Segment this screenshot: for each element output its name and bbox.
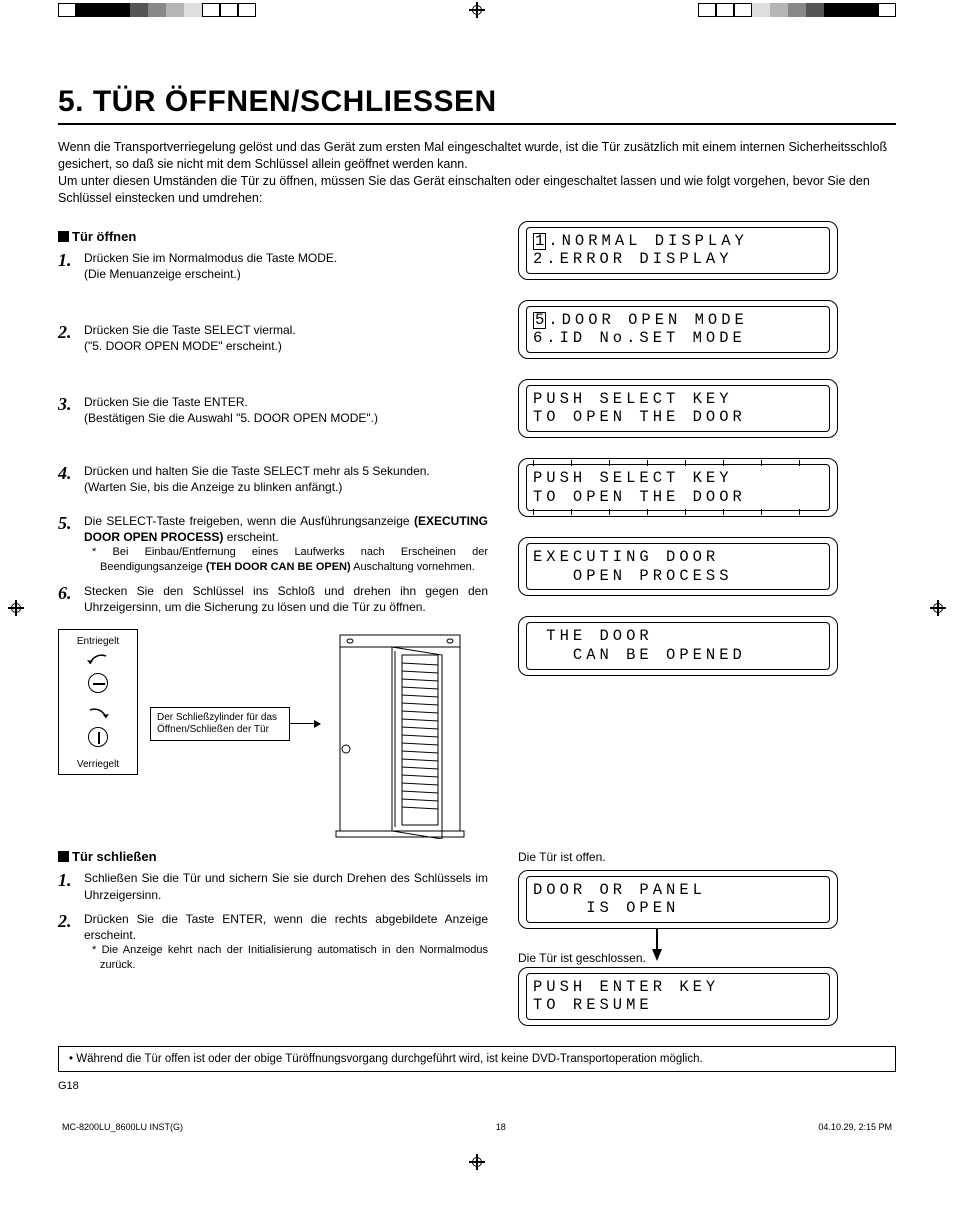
print-footer: MC-8200LU_8600LU INST(G) 18 04.10.29, 2:… (58, 1122, 896, 1132)
crop-marks-bottom (0, 1152, 954, 1172)
lcd-panel-2: 5.DOOR OPEN MODE 6.ID No.SET MODE (518, 300, 838, 359)
label-unlocked: Entriegelt (77, 636, 119, 647)
step-note-bold: (TEH DOOR CAN BE OPEN) (206, 561, 351, 573)
subheading-close-label: Tür schließen (72, 849, 157, 864)
cabinet-illustration (332, 629, 482, 839)
footer-left: MC-8200LU_8600LU INST(G) (62, 1122, 183, 1132)
warning-text: Während die Tür offen ist oder der obige… (76, 1053, 702, 1065)
lcd-line: 6.ID No.SET MODE (533, 329, 746, 347)
cylinder-note: Der Schließzylinder für das Öffnen/Schli… (150, 707, 290, 741)
step-number: 3 (58, 394, 84, 426)
step-text: Die SELECT-Taste freigeben, wenn die Aus… (84, 514, 414, 528)
arrow-down-icon (652, 933, 662, 965)
footer-right: 04.10.29, 2:15 PM (818, 1122, 892, 1132)
step-number: 1 (58, 250, 84, 282)
subheading-close: Tür schließen (58, 849, 488, 864)
step-number: 2 (58, 911, 84, 973)
lcd-line: TO RESUME (533, 996, 653, 1014)
subheading-open-label: Tür öffnen (72, 229, 136, 244)
open-step-4: 4 Drücken und halten Sie die Taste SELEC… (58, 463, 488, 495)
open-step-5: 5 Die SELECT-Taste freigeben, wenn die A… (58, 513, 488, 575)
page-title: 5. TÜR ÖFFNEN/SCHLIESSEN (58, 85, 896, 125)
close-step-2: 2 Drücken Sie die Taste ENTER, wenn die … (58, 911, 488, 973)
square-bullet-icon (58, 231, 69, 242)
lock-states-box: Entriegelt Verriegelt (58, 629, 138, 775)
page-number: G18 (58, 1080, 896, 1092)
step-number: 6 (58, 583, 84, 615)
step-text: Schließen Sie die Tür und sichern Sie si… (84, 871, 488, 901)
registration-mark-right-icon (930, 600, 946, 616)
step-text: Drücken Sie die Taste ENTER. (84, 395, 248, 409)
step-text: Stecken Sie den Schlüssel ins Schloß und… (84, 584, 488, 614)
step-number: 2 (58, 322, 84, 354)
intro-paragraph: Wenn die Transportverriegelung gelöst un… (58, 139, 896, 207)
lcd-line: CAN BE OPENED (533, 646, 746, 664)
lcd-line: PUSH ENTER KEY (533, 978, 719, 996)
open-step-6: 6 Stecken Sie den Schlüssel ins Schloß u… (58, 583, 488, 615)
caption-door-closed: Die Tür ist geschlossen. (518, 951, 646, 965)
step-paren: (Warten Sie, bis die Anzeige zu blinken … (84, 479, 430, 495)
step-number: 4 (58, 463, 84, 495)
lcd-panel-4-blink: PUSH SELECT KEY TO OPEN THE DOOR (518, 458, 838, 517)
lcd-panel-3: PUSH SELECT KEY TO OPEN THE DOOR (518, 379, 838, 438)
lcd-line: PUSH SELECT KEY (533, 390, 733, 408)
open-step-3: 3 Drücken Sie die Taste ENTER. (Bestätig… (58, 394, 488, 426)
step-paren: (Die Menuanzeige erscheint.) (84, 266, 337, 282)
step-text: Drücken Sie die Taste SELECT viermal. (84, 323, 296, 337)
lcd-line: DOOR OR PANEL (533, 881, 706, 899)
lcd-line: OPEN PROCESS (533, 567, 733, 585)
lock-unlocked-icon (84, 651, 112, 701)
lcd-panel-5: EXECUTING DOOR OPEN PROCESS (518, 537, 838, 596)
registration-mark-left-icon (8, 600, 24, 616)
lcd-boxed-digit: 1 (533, 233, 546, 251)
registration-mark-icon (469, 2, 485, 18)
lock-diagram: Entriegelt Verriegelt Der Schließzylinde… (58, 629, 488, 839)
step-number: 1 (58, 870, 84, 902)
lcd-panel-1: 1.NORMAL DISPLAY 2.ERROR DISPLAY (518, 221, 838, 280)
close-step-1: 1 Schließen Sie die Tür und sichern Sie … (58, 870, 488, 902)
lcd-line: .NORMAL DISPLAY (548, 232, 748, 250)
lcd-line: EXECUTING DOOR (533, 548, 719, 566)
step-paren: ("5. DOOR OPEN MODE" erscheint.) (84, 338, 296, 354)
lcd-boxed-digit: 5 (533, 312, 546, 330)
lcd-line: IS OPEN (533, 899, 679, 917)
open-step-2: 2 Drücken Sie die Taste SELECT viermal. … (58, 322, 488, 354)
crop-marks-top (0, 0, 954, 20)
registration-mark-icon (469, 1154, 485, 1170)
lcd-line: TO OPEN THE DOOR (533, 488, 746, 506)
lcd-panel-7: DOOR OR PANEL IS OPEN (518, 870, 838, 929)
step-number: 5 (58, 513, 84, 575)
color-bar-right (698, 3, 896, 17)
step-note: * Bei Einbau/Entfernung eines Laufwerks … (92, 545, 488, 575)
lcd-line: THE DOOR (533, 627, 653, 645)
label-locked: Verriegelt (77, 759, 119, 770)
step-paren: (Bestätigen Sie die Auswahl "5. DOOR OPE… (84, 410, 378, 426)
step-text: Drücken Sie die Taste ENTER, wenn die re… (84, 912, 488, 942)
step-tail: erscheint. (223, 530, 278, 544)
step-note: * Die Anzeige kehrt nach der Initialisie… (92, 943, 488, 973)
square-bullet-icon (58, 851, 69, 862)
lcd-line: .DOOR OPEN MODE (548, 311, 748, 329)
lcd-line: PUSH SELECT KEY (533, 469, 733, 487)
lcd-panel-8: PUSH ENTER KEY TO RESUME (518, 967, 838, 1026)
caption-door-open: Die Tür ist offen. (518, 850, 838, 864)
color-bar-left (58, 3, 256, 17)
arrow-right-icon (290, 723, 320, 724)
footer-mid: 18 (496, 1122, 506, 1132)
lcd-panel-6: THE DOOR CAN BE OPENED (518, 616, 838, 675)
step-text: Drücken und halten Sie die Taste SELECT … (84, 464, 430, 478)
open-step-1: 1 Drücken Sie im Normalmodus die Taste M… (58, 250, 488, 282)
lcd-line: TO OPEN THE DOOR (533, 408, 746, 426)
warning-box: • Während die Tür offen ist oder der obi… (58, 1046, 896, 1072)
lcd-line: 2.ERROR DISPLAY (533, 250, 733, 268)
step-text: Drücken Sie im Normalmodus die Taste MOD… (84, 251, 337, 265)
lock-locked-icon (84, 705, 112, 755)
subheading-open: Tür öffnen (58, 229, 488, 244)
